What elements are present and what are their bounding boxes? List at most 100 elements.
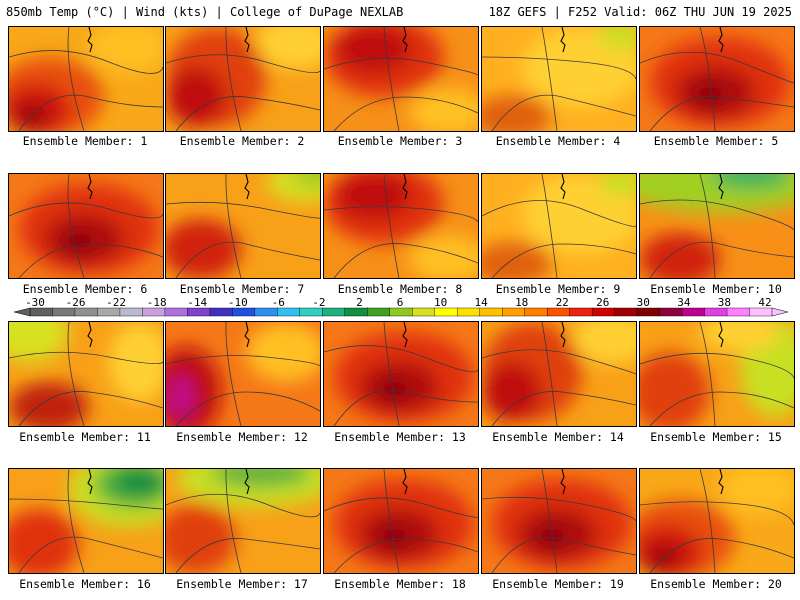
- temperature-field: [640, 174, 794, 278]
- ensemble-map-panel: [481, 321, 637, 427]
- coastline: [402, 322, 408, 348]
- colorbar-swatch: [726, 307, 751, 317]
- ensemble-map-panel: [8, 321, 164, 427]
- temperature-field: [482, 27, 636, 131]
- colorbar-tick-label: 18: [515, 298, 528, 309]
- colorbar-tick-label: 38: [718, 298, 731, 309]
- height-contours: [9, 27, 163, 131]
- colorbar-swatch: [524, 307, 548, 317]
- temperature-field: [9, 174, 163, 278]
- colorbar-swatch: [299, 307, 323, 317]
- colorbar-tick-label: -2: [312, 298, 325, 309]
- temperature-field: [482, 174, 636, 278]
- member-caption: Ensemble Member: 13: [334, 430, 466, 444]
- temperature-field: [640, 469, 794, 573]
- member-caption: Ensemble Member: 19: [492, 577, 624, 591]
- height-contours: [166, 322, 320, 426]
- coastline: [718, 469, 724, 495]
- colorbar-swatch: [389, 307, 413, 317]
- coastline: [718, 174, 724, 200]
- ensemble-map-panel: [165, 173, 321, 279]
- colorbar-swatch: [681, 307, 706, 317]
- member-caption: Ensemble Member: 8: [337, 282, 463, 296]
- ensemble-map-panel: [165, 26, 321, 132]
- height-contours: [640, 174, 794, 278]
- height-contours: [9, 174, 163, 278]
- member-caption: Ensemble Member: 20: [650, 577, 782, 591]
- colorbar-swatch: [142, 307, 166, 317]
- coastline: [560, 469, 566, 495]
- coastline: [560, 174, 566, 200]
- colorbar-swatch: [29, 307, 54, 317]
- colorbar-tick-label: -14: [187, 298, 207, 309]
- ensemble-map-panel: [323, 173, 479, 279]
- coastline: [560, 27, 566, 53]
- member-caption: Ensemble Member: 2: [179, 134, 305, 148]
- coastline: [560, 322, 566, 348]
- temperature-field: [640, 27, 794, 131]
- coastline: [402, 174, 408, 200]
- height-contours: [9, 322, 163, 426]
- colorbar-swatch: [591, 307, 616, 317]
- height-contours: [166, 27, 320, 131]
- temperature-field: [9, 469, 163, 573]
- member-caption: Ensemble Member: 14: [492, 430, 624, 444]
- colorbar-tick-label: -18: [147, 298, 167, 309]
- ensemble-map-panel: [165, 468, 321, 574]
- colorbar-left-arrow: [13, 307, 31, 317]
- member-caption: Ensemble Member: 18: [334, 577, 466, 591]
- coastline: [87, 469, 93, 495]
- colorbar-tick-label: 34: [677, 298, 691, 309]
- height-contours: [482, 322, 636, 426]
- height-contours: [324, 322, 478, 426]
- colorbar-tick-label: 2: [356, 298, 363, 309]
- height-contours: [482, 174, 636, 278]
- coastline: [244, 27, 250, 53]
- coastline: [87, 174, 93, 200]
- ensemble-map-panel: [639, 321, 795, 427]
- member-caption: Ensemble Member: 9: [495, 282, 621, 296]
- colorbar-swatch: [187, 307, 211, 317]
- colorbar-tick-label: 42: [758, 298, 771, 309]
- member-caption: Ensemble Member: 3: [337, 134, 463, 148]
- member-caption: Ensemble Member: 6: [22, 282, 148, 296]
- colorbar-tick-label: -26: [66, 298, 86, 309]
- member-caption: Ensemble Member: 10: [650, 282, 782, 296]
- coastline: [402, 27, 408, 53]
- ensemble-map-panel: [323, 468, 479, 574]
- colorbar-swatch: [614, 307, 638, 317]
- height-contours: [640, 469, 794, 573]
- temperature-field: [166, 27, 320, 131]
- temperature-field: [166, 469, 320, 573]
- coastline: [244, 469, 250, 495]
- colorbar-swatch: [344, 307, 368, 317]
- temperature-field: [324, 322, 478, 426]
- colorbar-swatch: [569, 307, 593, 317]
- ensemble-map-panel: [481, 468, 637, 574]
- colorbar-swatch: [704, 307, 728, 317]
- ensemble-map-panel: [639, 26, 795, 132]
- temperature-field: [324, 174, 478, 278]
- height-contours: [324, 174, 478, 278]
- colorbar-swatch: [52, 307, 76, 317]
- run-valid-time: 18Z GEFS | F252 Valid: 06Z THU JUN 19 20…: [488, 5, 792, 19]
- height-contours: [166, 469, 320, 573]
- ensemble-map-panel: [323, 26, 479, 132]
- colorbar-swatch: [367, 307, 391, 317]
- ensemble-map-panel: [323, 321, 479, 427]
- colorbar-swatch: [232, 307, 256, 317]
- colorbar-swatch: [209, 307, 233, 317]
- temperature-field: [9, 322, 163, 426]
- coastline: [402, 469, 408, 495]
- height-contours: [324, 469, 478, 573]
- temperature-field: [482, 469, 636, 573]
- ensemble-map-panel: [8, 468, 164, 574]
- ensemble-map-panel: [639, 468, 795, 574]
- temperature-field: [324, 27, 478, 131]
- temperature-field: [482, 322, 636, 426]
- colorbar-tick-label: 30: [637, 298, 650, 309]
- member-caption: Ensemble Member: 11: [19, 430, 151, 444]
- colorbar-swatch: [457, 307, 481, 317]
- colorbar-swatch: [74, 307, 99, 317]
- colorbar-swatch: [164, 307, 188, 317]
